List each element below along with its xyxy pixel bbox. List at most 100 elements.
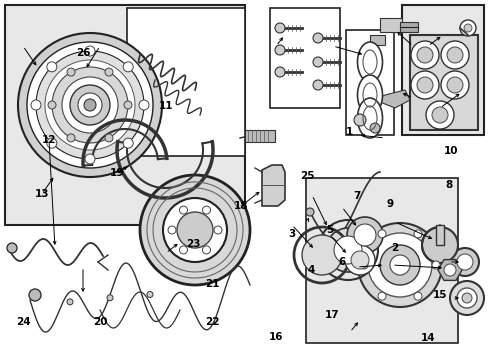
Text: 11: 11 <box>159 101 173 111</box>
FancyBboxPatch shape <box>379 18 401 32</box>
Ellipse shape <box>357 98 382 138</box>
Polygon shape <box>437 260 461 280</box>
Text: 22: 22 <box>205 317 220 327</box>
Circle shape <box>461 293 471 303</box>
Circle shape <box>47 62 57 72</box>
Circle shape <box>105 68 113 76</box>
Circle shape <box>353 114 365 126</box>
Circle shape <box>70 85 110 125</box>
Circle shape <box>416 77 432 93</box>
Text: 26: 26 <box>76 48 90 58</box>
Circle shape <box>78 93 102 117</box>
Circle shape <box>67 68 75 76</box>
Circle shape <box>168 226 176 234</box>
Circle shape <box>62 77 118 133</box>
FancyBboxPatch shape <box>369 35 384 45</box>
Circle shape <box>450 248 478 276</box>
Circle shape <box>431 107 447 123</box>
Circle shape <box>48 101 56 109</box>
Polygon shape <box>262 165 285 206</box>
Circle shape <box>377 230 385 238</box>
Circle shape <box>443 264 455 276</box>
Text: 25: 25 <box>299 171 314 181</box>
FancyBboxPatch shape <box>269 8 339 108</box>
Text: 23: 23 <box>185 239 200 249</box>
Circle shape <box>410 71 438 99</box>
Text: 15: 15 <box>432 290 447 300</box>
Circle shape <box>425 101 453 129</box>
Text: 8: 8 <box>445 180 451 190</box>
Circle shape <box>449 281 483 315</box>
Circle shape <box>123 62 133 72</box>
Circle shape <box>367 233 431 297</box>
Text: 3: 3 <box>288 229 295 239</box>
Text: 7: 7 <box>352 191 360 201</box>
Circle shape <box>139 100 149 110</box>
Text: 5: 5 <box>326 225 333 235</box>
Circle shape <box>18 33 162 177</box>
Circle shape <box>463 24 471 32</box>
Circle shape <box>345 245 374 275</box>
Circle shape <box>85 46 95 56</box>
Circle shape <box>410 41 438 69</box>
Circle shape <box>359 261 367 269</box>
Text: 4: 4 <box>307 265 315 275</box>
Circle shape <box>431 261 439 269</box>
Text: 18: 18 <box>233 201 248 211</box>
Text: 1: 1 <box>346 127 352 138</box>
FancyBboxPatch shape <box>399 22 417 32</box>
Circle shape <box>446 47 462 63</box>
Circle shape <box>27 42 153 168</box>
Circle shape <box>274 67 285 77</box>
Circle shape <box>312 57 323 67</box>
Text: 24: 24 <box>16 317 31 327</box>
Circle shape <box>456 288 476 308</box>
Circle shape <box>350 251 368 269</box>
Circle shape <box>84 99 96 111</box>
Text: 6: 6 <box>338 257 345 267</box>
Circle shape <box>440 41 468 69</box>
Circle shape <box>413 292 421 300</box>
Circle shape <box>179 246 187 254</box>
Text: 16: 16 <box>268 332 283 342</box>
Circle shape <box>333 236 361 264</box>
Circle shape <box>389 255 409 275</box>
Circle shape <box>7 243 17 253</box>
Text: 9: 9 <box>386 199 393 210</box>
Circle shape <box>369 123 379 133</box>
Circle shape <box>346 217 382 253</box>
Circle shape <box>147 292 153 297</box>
Circle shape <box>312 33 323 43</box>
Circle shape <box>377 292 385 300</box>
Circle shape <box>45 60 135 150</box>
Circle shape <box>29 289 41 301</box>
Circle shape <box>177 212 213 248</box>
Circle shape <box>416 47 432 63</box>
FancyBboxPatch shape <box>244 130 274 142</box>
Circle shape <box>413 230 421 238</box>
Text: 12: 12 <box>41 135 56 145</box>
FancyBboxPatch shape <box>346 30 393 135</box>
Circle shape <box>67 299 73 305</box>
FancyBboxPatch shape <box>435 225 443 245</box>
Text: 19: 19 <box>110 168 124 178</box>
Circle shape <box>274 23 285 33</box>
Circle shape <box>202 206 210 214</box>
Circle shape <box>440 71 468 99</box>
Text: 10: 10 <box>443 146 457 156</box>
Text: 2: 2 <box>391 243 398 253</box>
Text: 14: 14 <box>420 333 434 343</box>
Circle shape <box>456 254 472 270</box>
Circle shape <box>302 235 341 275</box>
Circle shape <box>105 134 113 142</box>
Circle shape <box>357 223 441 307</box>
Polygon shape <box>374 90 409 108</box>
Circle shape <box>85 154 95 164</box>
Circle shape <box>140 175 249 285</box>
Circle shape <box>353 224 375 246</box>
Circle shape <box>107 295 113 301</box>
Circle shape <box>325 228 369 272</box>
Circle shape <box>36 51 143 159</box>
Text: 13: 13 <box>34 189 49 199</box>
Circle shape <box>67 134 75 142</box>
